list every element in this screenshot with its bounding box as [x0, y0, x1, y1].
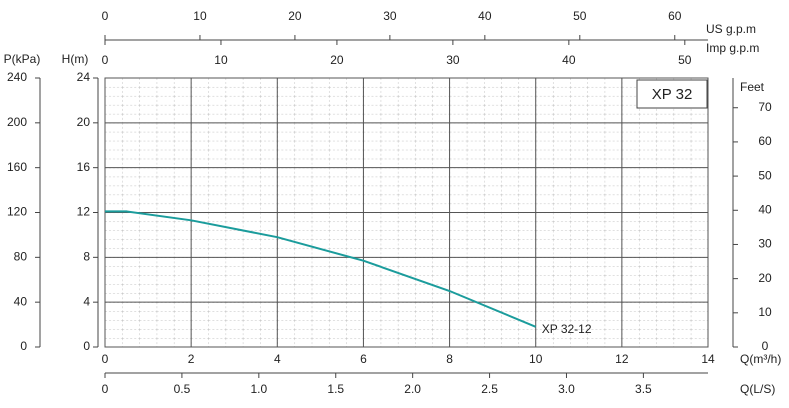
tick-label: 60: [758, 134, 772, 148]
tick-label: 60: [668, 9, 682, 23]
y-tick-label: 8: [83, 250, 90, 264]
tick-label: 10: [193, 9, 207, 23]
tick-label: 50: [758, 168, 772, 182]
x-tick-label: 0: [102, 352, 109, 366]
y-tick-label: 24: [77, 70, 91, 84]
y-tick-label: 0: [83, 339, 90, 353]
y-tick-label: 16: [77, 160, 91, 174]
tick-label: 2.5: [481, 382, 498, 396]
tick-label: 120: [7, 205, 27, 219]
x-tick-label: 6: [360, 352, 367, 366]
tick-label: 50: [678, 53, 692, 67]
tick-label: 50: [573, 9, 587, 23]
x-tick-label: 12: [615, 352, 629, 366]
x-axis-label: Q(m³/h): [740, 352, 781, 366]
tick-label: 20: [330, 53, 344, 67]
y-tick-label: 12: [77, 205, 91, 219]
axis-label: US g.p.m: [706, 22, 756, 36]
tick-label: 40: [758, 202, 772, 216]
y-tick-label: 4: [83, 294, 90, 308]
tick-label: 30: [758, 237, 772, 251]
tick-label: 1.5: [327, 382, 344, 396]
tick-label: 160: [7, 160, 27, 174]
chart-title: XP 32: [652, 86, 693, 103]
axis-label: P(kPa): [4, 52, 41, 66]
tick-label: 200: [7, 115, 27, 129]
tick-label: 0: [20, 339, 27, 353]
tick-label: 30: [383, 9, 397, 23]
tick-label: 0: [102, 382, 109, 396]
curve: [105, 210, 537, 328]
tick-label: 0.5: [174, 382, 191, 396]
tick-label: 3.0: [558, 382, 575, 396]
tick-label: 3.5: [635, 382, 652, 396]
tick-label: 0: [102, 9, 109, 23]
tick-label: 0: [762, 339, 769, 353]
tick-label: 2.0: [404, 382, 421, 396]
tick-label: 20: [288, 9, 302, 23]
x-tick-label: 2: [188, 352, 195, 366]
tick-label: 10: [758, 305, 772, 319]
tick-label: 40: [14, 294, 28, 308]
x-tick-label: 8: [446, 352, 453, 366]
tick-label: 80: [14, 250, 28, 264]
tick-label: 30: [446, 53, 460, 67]
tick-label: 240: [7, 70, 27, 84]
tick-label: 0: [102, 53, 109, 67]
axis-label: Q(L/S): [740, 382, 775, 396]
axis-label: Imp g.p.m: [706, 41, 759, 55]
tick-label: 70: [758, 100, 772, 114]
y-tick-label: 20: [77, 115, 91, 129]
x-tick-label: 14: [701, 352, 715, 366]
y-axis-label: H(m): [62, 52, 89, 66]
x-tick-label: 10: [529, 352, 543, 366]
axis-label: Feet: [740, 80, 765, 94]
x-tick-label: 4: [274, 352, 281, 366]
tick-label: 20: [758, 271, 772, 285]
tick-label: 10: [214, 53, 228, 67]
title-box: [636, 79, 708, 109]
tick-label: 1.0: [250, 382, 267, 396]
curve-label: XP 32-12: [542, 322, 592, 336]
tick-label: 40: [562, 53, 576, 67]
tick-label: 40: [478, 9, 492, 23]
